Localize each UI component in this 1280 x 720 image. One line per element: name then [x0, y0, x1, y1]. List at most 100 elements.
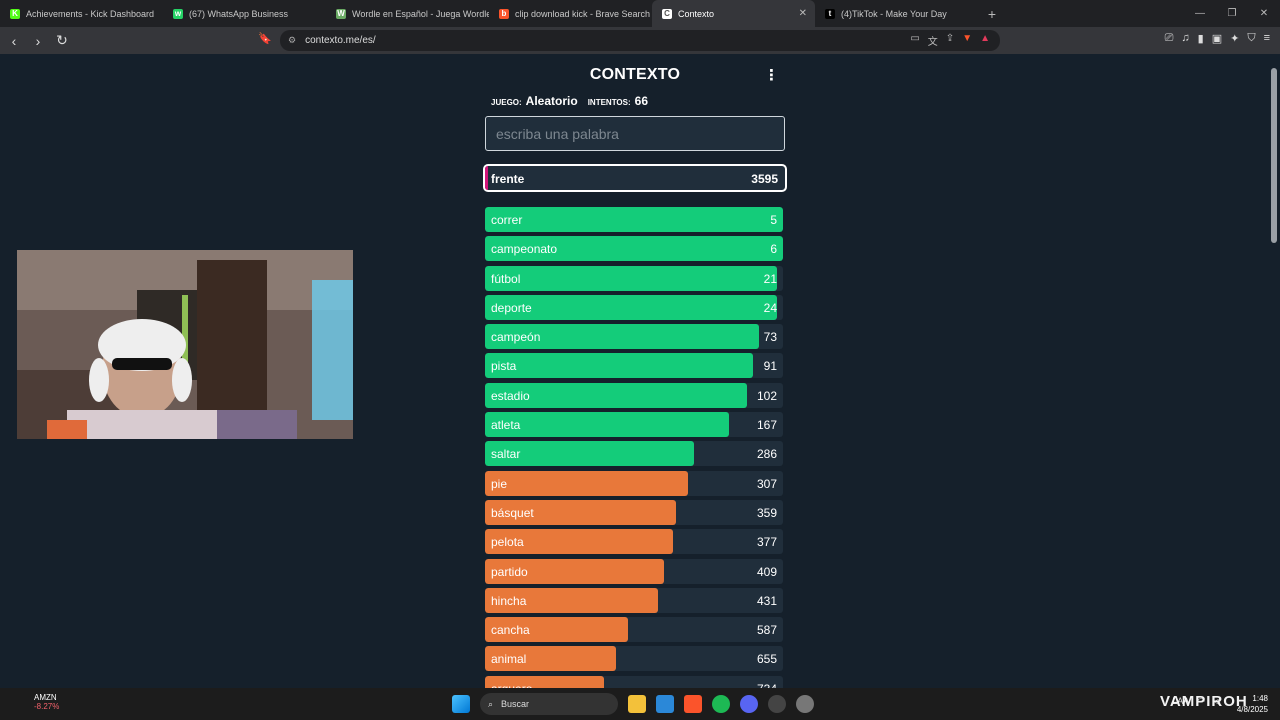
- guess-row: pelota 377: [485, 529, 783, 555]
- brave-browser-icon[interactable]: [684, 695, 702, 713]
- last-guess-bar: [485, 166, 488, 190]
- word-input[interactable]: escriba una palabra: [485, 116, 785, 151]
- guess-row: pie 307: [485, 470, 783, 496]
- tab-strip: K Achievements - Kick Dashboard w (67) What…: [0, 0, 1280, 27]
- reload-button[interactable]: ↻: [56, 32, 68, 48]
- guess-row: partido 409: [485, 558, 783, 584]
- clock[interactable]: 1:48 4/8/2025: [1237, 693, 1268, 715]
- guess-row: atleta 167: [485, 412, 783, 438]
- page-content: CONTEXTO ⋮ JUEGO: Aleatorio INTENTOS: 66…: [0, 54, 1268, 688]
- last-guess: frente 3595: [483, 164, 787, 192]
- browser-tab[interactable]: b clip download kick - Brave Search: [489, 0, 652, 27]
- brave-rewards-icon[interactable]: ▲: [980, 33, 990, 44]
- menu-icon[interactable]: ≡: [1263, 32, 1270, 44]
- guess-word: arquero: [491, 682, 532, 688]
- guess-rank: 359: [756, 505, 777, 520]
- game-value: Aleatorio: [525, 94, 578, 108]
- store-icon[interactable]: [656, 695, 674, 713]
- vpn-icon[interactable]: ⛉: [1247, 32, 1256, 44]
- tab-favicon-icon: w: [173, 8, 183, 19]
- site-info-icon[interactable]: ⚙: [288, 35, 297, 45]
- file-explorer-icon[interactable]: [628, 695, 646, 713]
- toolbar-right-icons: ⎚ ♫ ▮ ▣ ✦ ⛉ ≡: [1165, 32, 1270, 45]
- browser-tab[interactable]: w (67) WhatsApp Business: [163, 0, 326, 27]
- guess-row: animal 655: [485, 646, 783, 672]
- guess-rank: 5: [770, 213, 777, 227]
- webcam-image: [17, 250, 353, 439]
- wallet-icon[interactable]: ▣: [1211, 33, 1223, 45]
- kebab-menu-icon[interactable]: ⋮: [764, 67, 779, 84]
- tab-label: Contexto: [678, 8, 715, 19]
- tab-favicon-icon: W: [336, 8, 346, 19]
- guess-rank: 409: [756, 564, 777, 579]
- guess-row: básquet 359: [485, 499, 783, 525]
- stock-widget[interactable]: AMZN -8.27%: [18, 693, 59, 711]
- guess-rank: 73: [763, 330, 777, 345]
- share-icon[interactable]: ⇪: [945, 33, 955, 44]
- attempts-label: INTENTOS:: [587, 98, 631, 107]
- language-indicator[interactable]: LAA: [1172, 696, 1190, 706]
- guess-row: hincha 431: [485, 587, 783, 613]
- bookmark-icon[interactable]: 🔖: [258, 33, 272, 45]
- browser-tab[interactable]: C Contexto ✕: [652, 0, 815, 27]
- address-bar[interactable]: ⚙ contexto.me/es/ ▭ 文 ⇪ ▼ ▲: [280, 30, 1000, 51]
- cast-icon[interactable]: ▭: [910, 33, 920, 44]
- close-window-button[interactable]: ✕: [1259, 8, 1269, 19]
- guess-row: deporte 24: [485, 294, 783, 320]
- new-tab-button[interactable]: +: [987, 5, 997, 22]
- media-icon[interactable]: ♫: [1181, 32, 1190, 44]
- spotify-icon[interactable]: [712, 695, 730, 713]
- volume-icon[interactable]: ◁: [1213, 696, 1220, 706]
- guess-rank: 377: [756, 535, 777, 550]
- guess-row: correr 5: [485, 207, 783, 232]
- browser-tab[interactable]: K Achievements - Kick Dashboard: [0, 0, 163, 27]
- guess-word: campeonato: [491, 242, 558, 257]
- scrollbar-thumb[interactable]: [1271, 68, 1277, 243]
- guess-bar: [485, 646, 617, 672]
- guess-list: correr 5 campeonato 6 fútbol 21 deporte 24 campe…: [485, 207, 785, 688]
- app-icon[interactable]: [768, 695, 786, 713]
- tab-close-icon[interactable]: ✕: [798, 8, 807, 19]
- game-label: JUEGO:: [491, 98, 522, 107]
- guess-bar: [485, 412, 730, 438]
- guess-word: hincha: [491, 593, 527, 608]
- guess-bar: [485, 294, 778, 320]
- screenshot-icon[interactable]: ⎚: [1164, 32, 1174, 44]
- translate-icon[interactable]: 文: [927, 37, 938, 48]
- leo-ai-icon[interactable]: ✦: [1230, 33, 1240, 45]
- back-button[interactable]: ‹: [11, 32, 17, 49]
- guess-bar: [485, 236, 783, 262]
- sidebar-icon[interactable]: ▮: [1197, 33, 1204, 45]
- guess-row: campeón 73: [485, 324, 783, 350]
- brave-shields-icon[interactable]: ▼: [962, 33, 973, 44]
- guess-word: campeón: [491, 330, 541, 345]
- browser-tab[interactable]: W Wordle en Español - Juega Wordle c: [326, 0, 489, 27]
- windows-start-icon[interactable]: [452, 695, 470, 713]
- minimize-button[interactable]: —: [1195, 8, 1205, 19]
- settings-icon[interactable]: [796, 695, 814, 713]
- tab-label: (4)TikTok - Make Your Day: [841, 8, 947, 19]
- maximize-button[interactable]: ❐: [1227, 8, 1237, 19]
- guess-row: cancha 587: [485, 617, 783, 643]
- guess-bar: [485, 324, 760, 350]
- address-actions: ▭ 文 ⇪ ▼ ▲: [910, 33, 990, 48]
- browser-tab[interactable]: t (4)TikTok - Make Your Day: [815, 0, 978, 27]
- guess-rank: 21: [763, 271, 777, 286]
- guess-bar: [485, 441, 694, 467]
- attempts-value: 66: [634, 94, 649, 108]
- guess-row: estadio 102: [485, 382, 783, 408]
- search-label: Buscar: [501, 699, 530, 709]
- discord-icon[interactable]: [740, 695, 758, 713]
- stock-change: -8.27%: [34, 702, 60, 711]
- tab-favicon-icon: t: [825, 8, 835, 19]
- guess-bar: [485, 529, 673, 555]
- taskbar-search[interactable]: ⌕ Buscar: [480, 693, 618, 715]
- stream-watermark: VAMPIROH: [1160, 693, 1248, 710]
- wifi-icon[interactable]: ◠: [1197, 696, 1206, 706]
- tab-label: Wordle en Español - Juega Wordle c: [352, 8, 489, 19]
- guess-bar: [485, 207, 783, 232]
- forward-button[interactable]: ›: [35, 32, 41, 49]
- guess-bar: [485, 353, 754, 379]
- guess-rank: 431: [756, 593, 777, 608]
- guess-word: pie: [491, 476, 508, 491]
